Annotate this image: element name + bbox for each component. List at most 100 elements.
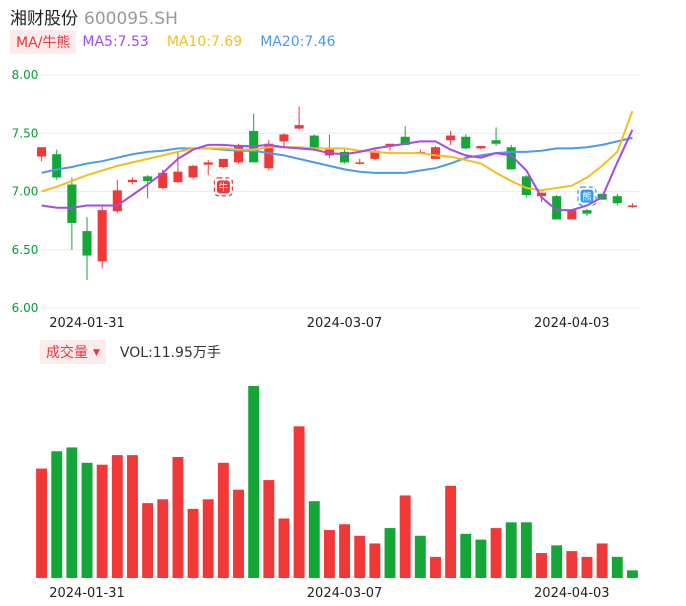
ma10-legend-label: MA10:7.69 — [166, 34, 243, 50]
y-tick-label: 6.50 — [12, 243, 39, 257]
volume-bar — [127, 455, 138, 578]
volume-bar — [520, 522, 532, 578]
x-tick-label: 2024-04-03 — [534, 586, 610, 601]
x-tick-label: 2024-01-31 — [49, 316, 125, 331]
candlestick-series — [37, 106, 637, 281]
candle-body — [446, 135, 456, 141]
candle-body — [506, 147, 516, 170]
candle-body — [461, 136, 471, 149]
signal-marker-label: 牛 — [219, 181, 229, 193]
ma20-line — [41, 136, 633, 174]
volume-bar — [111, 455, 123, 578]
volume-bar — [142, 503, 154, 578]
signal-markers: 牛熊 — [213, 177, 597, 206]
candle-body — [309, 135, 319, 149]
candle-body — [218, 158, 228, 168]
volume-bar — [475, 539, 487, 578]
candle-body — [400, 136, 410, 145]
x-tick-label: 2024-01-31 — [49, 586, 125, 601]
volume-bar — [81, 462, 93, 578]
candle-body — [188, 165, 198, 178]
ma5-legend-label: MA5:7.53 — [82, 34, 149, 50]
volume-bar — [551, 545, 563, 578]
volume-bar — [414, 535, 426, 578]
candle-body — [112, 190, 122, 212]
candle-body — [552, 196, 562, 220]
ma-legend: MA/牛熊 MA5:7.53 MA10:7.69 MA20:7.46 — [10, 30, 354, 54]
volume-bar — [384, 528, 396, 578]
volume-bar — [430, 556, 441, 578]
stock-name: 湘财股份 — [10, 9, 78, 29]
volume-bar — [505, 522, 517, 578]
y-tick-label: 8.00 — [12, 68, 39, 82]
volume-bar — [536, 553, 547, 578]
candle-body — [385, 143, 395, 147]
price-axis: 8.00 7.50 7.00 6.50 6.00 — [12, 68, 39, 315]
y-tick-label: 7.00 — [12, 185, 39, 199]
volume-bar — [157, 499, 169, 578]
candle-body — [279, 134, 289, 142]
volume-bar — [626, 570, 638, 578]
volume-series — [36, 386, 638, 578]
volume-bar — [354, 535, 366, 578]
volume-value: VOL:11.95万手 — [119, 345, 221, 361]
candle-body — [612, 196, 622, 204]
volume-bar — [51, 451, 63, 578]
candle-body — [143, 176, 153, 182]
x-tick-label: 2024-04-03 — [534, 316, 610, 331]
candle-body — [127, 179, 138, 183]
volume-date-axis: 2024-01-31 2024-03-07 2024-04-03 — [49, 586, 609, 601]
candle-body — [476, 146, 486, 149]
stock-header: 湘财股份 600095.SH — [10, 4, 178, 29]
volume-legend: 成交量 ▼ VOL:11.95万手 — [40, 340, 221, 364]
x-tick-label: 2024-03-07 — [307, 586, 383, 601]
candle-body — [173, 171, 183, 183]
volume-bar — [323, 530, 335, 578]
candle-body — [370, 150, 380, 159]
volume-bar — [611, 556, 623, 578]
volume-bar — [217, 462, 229, 578]
signal-marker-badge — [580, 189, 594, 203]
volume-bar — [172, 457, 184, 578]
signal-marker-label: 熊 — [582, 191, 592, 203]
volume-bar — [490, 528, 502, 578]
candle-body — [203, 162, 213, 165]
candle-body — [355, 162, 365, 164]
volume-bar — [581, 556, 593, 578]
ma-lines — [41, 110, 634, 212]
volume-bar — [339, 524, 351, 578]
candle-body — [491, 140, 501, 144]
volume-toggle-label: 成交量 — [46, 345, 88, 361]
volume-bar — [36, 468, 48, 578]
candle-body — [430, 147, 441, 159]
volume-bar — [369, 543, 381, 578]
candle-body — [536, 192, 547, 197]
candle-body — [97, 210, 107, 262]
candle-body — [264, 143, 274, 169]
signal-marker: 牛 — [213, 177, 233, 197]
volume-bar — [187, 508, 199, 578]
volume-bar — [96, 464, 108, 578]
volume-bar — [308, 501, 320, 578]
stock-code: 600095.SH — [84, 9, 178, 29]
signal-marker-badge — [216, 180, 230, 194]
volume-bar — [399, 495, 411, 578]
candle-body — [567, 210, 577, 220]
candle-body — [37, 147, 47, 157]
volume-bar — [278, 518, 290, 578]
price-grid — [34, 74, 640, 309]
candle-body — [521, 176, 531, 195]
volume-bar — [66, 447, 78, 578]
volume-bar — [233, 489, 244, 578]
candle-body — [340, 151, 350, 163]
candle-body — [233, 144, 244, 163]
y-tick-label: 7.50 — [12, 126, 39, 140]
volume-bar — [445, 485, 457, 578]
volume-toggle-button[interactable]: 成交量 ▼ — [40, 340, 106, 364]
candle-body — [158, 172, 168, 189]
ma-toggle-button[interactable]: MA/牛熊 — [10, 30, 77, 54]
volume-bar — [202, 499, 214, 578]
ma5-line — [41, 129, 634, 212]
candle-body — [627, 205, 637, 207]
